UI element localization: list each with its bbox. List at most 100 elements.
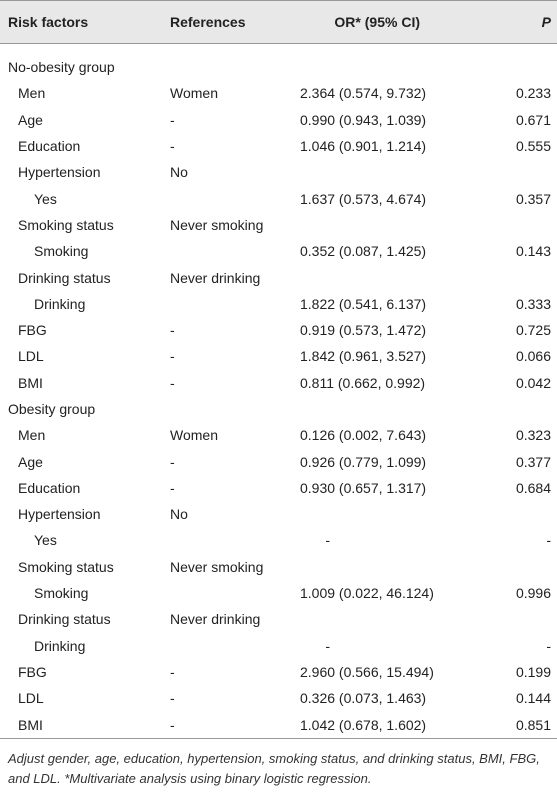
table-cell <box>300 159 480 185</box>
table-cell: No-obesity group <box>8 59 115 76</box>
table-row: Drinking 1.822 (0.541, 6.137) 0.333 <box>0 291 557 317</box>
table-cell: 0.066 <box>515 348 551 365</box>
table-cell: LDL <box>18 348 44 365</box>
table-cell <box>480 606 557 632</box>
table-cell: - <box>170 711 300 739</box>
table-row: Smoking status Never smoking <box>0 554 557 580</box>
table-cell <box>170 396 300 422</box>
table-cell <box>170 54 300 80</box>
table-cell: 0.377 <box>515 453 551 470</box>
table-cell: Drinking <box>34 637 86 654</box>
table-cell: 0.996 <box>515 585 551 602</box>
table-row: Yes 1.637 (0.573, 4.674) 0.357 <box>0 185 557 211</box>
table-row: Smoking status Never smoking <box>0 212 557 238</box>
table-row: Drinking - - <box>0 633 557 659</box>
footnote: Adjust gender, age, education, hypertens… <box>8 750 540 786</box>
table-cell: 0.143 <box>515 243 551 260</box>
table-cell <box>170 633 300 659</box>
table-cell: - <box>170 453 175 470</box>
table-cell: - <box>325 532 330 549</box>
table-cell <box>480 264 557 290</box>
table-cell: 0.811 (0.662, 0.992) <box>300 374 426 391</box>
table-row: Smoking 0.352 (0.087, 1.425) 0.143 <box>0 238 557 264</box>
table-cell: - <box>170 322 175 339</box>
table-cell: - <box>170 663 175 680</box>
table-cell: 1.046 (0.901, 1.214) <box>300 138 427 155</box>
table-cell <box>170 238 300 264</box>
table-cell <box>480 159 557 185</box>
table-row: Age - 0.926 (0.779, 1.099) 0.377 <box>0 448 557 474</box>
table-cell: FBG <box>18 322 47 339</box>
table-cell: 1.842 (0.961, 3.527) <box>300 348 427 365</box>
table-cell: 1.637 (0.573, 4.674) <box>300 190 427 207</box>
table-cell: Men <box>18 85 46 102</box>
table-cell: 0.333 <box>515 295 551 312</box>
table-cell <box>480 54 557 80</box>
table-row: Drinking status Never drinking <box>0 264 557 290</box>
table-cell: 0.926 (0.779, 1.099) <box>300 453 427 470</box>
table-cell: - <box>170 138 175 155</box>
table-cell: Yes <box>34 190 57 207</box>
table-cell <box>300 501 480 527</box>
table-cell: Men <box>18 427 46 444</box>
table-cell: BMI <box>18 374 43 391</box>
table-cell: 1.822 (0.541, 6.137) <box>300 295 427 312</box>
table-cell: Smoking <box>34 243 89 260</box>
table-cell: Age <box>18 453 43 470</box>
spacer <box>0 44 557 55</box>
table-row: Age - 0.990 (0.943, 1.039) 0.671 <box>0 107 557 133</box>
table-cell <box>480 212 557 238</box>
table-cell: 2.364 (0.574, 9.732) <box>300 85 427 102</box>
table-row: Hypertension No <box>0 159 557 185</box>
table-cell: - <box>546 532 551 549</box>
table-cell: Women <box>170 85 218 102</box>
table-cell: 0.725 <box>515 322 551 339</box>
table-cell: - <box>170 111 175 128</box>
table-body: No-obesity group Men Women 2.364 (0.574, 9.… <box>0 44 557 739</box>
table-cell: 2.960 (0.566, 15.494) <box>300 663 434 680</box>
table-cell: - <box>170 479 175 496</box>
table-row: Men Women 2.364 (0.574, 9.732) 0.233 <box>0 80 557 106</box>
header-cell: Risk factors <box>0 0 170 44</box>
table-cell: Smoking status <box>18 558 114 575</box>
table-row: Smoking 1.009 (0.022, 46.124) 0.996 <box>0 580 557 606</box>
table-cell: 0.233 <box>515 85 551 102</box>
table-cell <box>300 54 480 80</box>
table-cell: 1.042 (0.678, 1.602) <box>300 711 480 739</box>
table-row: LDL - 1.842 (0.961, 3.527) 0.066 <box>0 343 557 369</box>
table-row: FBG - 2.960 (0.566, 15.494) 0.199 <box>0 659 557 685</box>
table-cell: LDL <box>18 690 44 707</box>
table-row: Education - 0.930 (0.657, 1.317) 0.684 <box>0 475 557 501</box>
table-cell <box>170 580 300 606</box>
table-cell: FBG <box>18 663 47 680</box>
table-cell: - <box>325 637 330 654</box>
table-cell: 0.357 <box>515 190 551 207</box>
table-cell <box>480 554 557 580</box>
table-cell <box>170 291 300 317</box>
table-cell <box>300 212 480 238</box>
spacer-cell <box>0 44 170 55</box>
table-cell: 0.352 (0.087, 1.425) <box>300 243 427 260</box>
table-row: Hypertension No <box>0 501 557 527</box>
header-cell: P <box>480 0 557 44</box>
table-row: Obesity group <box>0 396 557 422</box>
table-cell <box>480 396 557 422</box>
table-cell: 0.042 <box>515 374 551 391</box>
table-cell: Education <box>18 138 81 155</box>
table-cell: Never drinking <box>170 611 261 628</box>
table-row: BMI -1.042 (0.678, 1.602) 0.851 <box>0 711 557 739</box>
table-cell: Yes <box>34 532 57 549</box>
table-cell: - <box>170 374 175 391</box>
table-cell <box>300 264 480 290</box>
table-cell <box>480 501 557 527</box>
table-row: Men Women 0.126 (0.002, 7.643) 0.323 <box>0 422 557 448</box>
table-cell: 0.684 <box>515 479 551 496</box>
table-row: Yes - - <box>0 527 557 553</box>
header-cell: OR* (95% CI) <box>300 0 480 44</box>
table-cell: - <box>546 637 551 654</box>
table-cell: Hypertension <box>18 164 101 181</box>
table-cell: 0.144 <box>515 690 551 707</box>
table-cell: No <box>170 506 188 523</box>
table-cell: Smoking <box>34 585 89 602</box>
